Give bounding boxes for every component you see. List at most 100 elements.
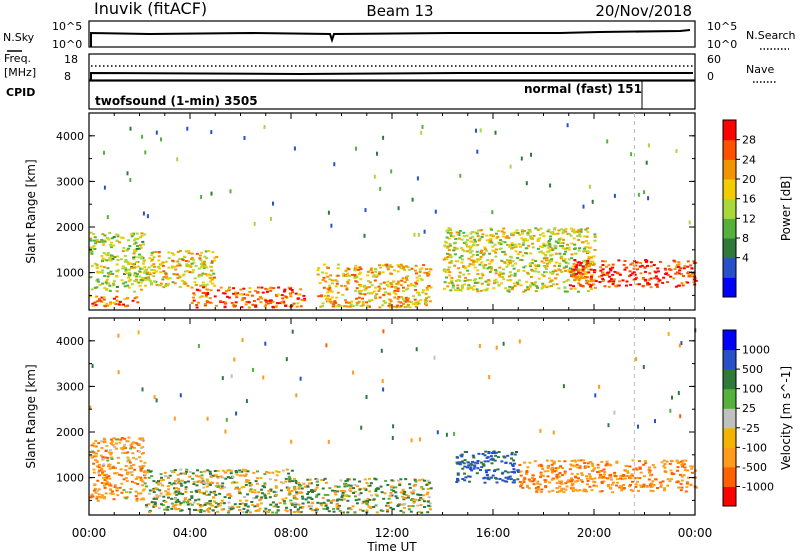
echo-pixel bbox=[103, 479, 107, 481]
echo-pixel bbox=[629, 488, 633, 491]
echo-pixel bbox=[187, 250, 191, 253]
echo-pixel bbox=[586, 281, 590, 284]
echo-pixel bbox=[593, 271, 596, 274]
echo-pixel bbox=[280, 300, 284, 303]
echo-pixel bbox=[404, 478, 408, 481]
echo-pixel bbox=[329, 501, 333, 504]
echo-pixel bbox=[418, 268, 422, 271]
sky-left-label: N.Sky bbox=[3, 31, 35, 44]
echo-pixel bbox=[406, 494, 410, 497]
echo-pixel bbox=[177, 490, 181, 493]
echo-pixel bbox=[92, 233, 96, 236]
echo-pixel bbox=[366, 497, 370, 500]
echo-pixel bbox=[564, 250, 568, 253]
echo-pixel bbox=[96, 271, 100, 274]
echo-pixel bbox=[319, 502, 323, 505]
echo-pixel bbox=[139, 236, 142, 239]
echo-pixel bbox=[231, 476, 235, 479]
echo-pixel bbox=[563, 290, 567, 293]
echo-pixel bbox=[202, 510, 206, 513]
echo-pixel bbox=[326, 494, 330, 496]
echo-pixel bbox=[136, 476, 140, 479]
echo-pixel bbox=[606, 477, 610, 480]
echo-pixel bbox=[374, 490, 378, 492]
echo-pixel bbox=[189, 264, 193, 267]
echo-pixel bbox=[344, 480, 348, 483]
echo-pixel bbox=[536, 480, 540, 483]
echo-pixel bbox=[197, 480, 201, 483]
echo-pixel bbox=[92, 239, 96, 242]
echo-pixel bbox=[289, 292, 293, 295]
echo-pixel bbox=[143, 271, 146, 274]
echo-pixel bbox=[472, 260, 476, 263]
echo-pixel bbox=[386, 504, 390, 507]
echo-pixel bbox=[246, 509, 250, 512]
echo-pixel bbox=[388, 264, 392, 267]
echo-pixel bbox=[107, 238, 111, 241]
echo-pixel bbox=[355, 303, 359, 306]
echo-pixel bbox=[230, 301, 234, 304]
echo-pixel bbox=[219, 502, 223, 504]
echo-pixel bbox=[468, 263, 472, 266]
echo-pixel bbox=[149, 281, 153, 284]
echo-pixel bbox=[594, 393, 597, 398]
echo-pixel bbox=[511, 463, 514, 466]
echo-pixel bbox=[470, 469, 474, 472]
echo-pixel bbox=[615, 460, 619, 463]
echo-pixel bbox=[181, 259, 185, 261]
echo-pixel bbox=[345, 301, 348, 304]
echo-pixel bbox=[579, 274, 583, 277]
echo-pixel bbox=[572, 271, 576, 274]
echo-pixel bbox=[167, 496, 170, 499]
echo-pixel bbox=[177, 482, 180, 484]
echo-pixel bbox=[485, 287, 489, 290]
echo-pixel bbox=[208, 297, 212, 300]
echo-pixel bbox=[483, 460, 487, 463]
echo-pixel bbox=[346, 478, 350, 481]
echo-pixel bbox=[619, 477, 622, 480]
echo-pixel bbox=[118, 486, 122, 489]
echo-pixel bbox=[410, 267, 414, 270]
echo-pixel bbox=[374, 504, 378, 507]
echo-pixel bbox=[308, 496, 312, 499]
echo-pixel bbox=[398, 482, 402, 485]
echo-pixel bbox=[170, 252, 174, 255]
echo-pixel bbox=[516, 469, 520, 472]
echo-pixel bbox=[644, 278, 648, 281]
echo-pixel bbox=[152, 491, 156, 493]
echo-pixel bbox=[530, 237, 534, 239]
echo-pixel bbox=[109, 270, 113, 273]
echo-pixel bbox=[616, 272, 620, 275]
echo-pixel bbox=[127, 286, 131, 289]
echo-pixel bbox=[353, 490, 357, 493]
echo-pixel bbox=[565, 279, 569, 282]
echo-pixel bbox=[311, 501, 315, 504]
echo-pixel bbox=[158, 284, 161, 287]
echo-pixel bbox=[684, 459, 688, 462]
echo-pixel bbox=[609, 268, 613, 270]
echo-pixel bbox=[424, 292, 428, 295]
echo-pixel bbox=[611, 491, 615, 494]
echo-pixel bbox=[133, 274, 136, 277]
echo-pixel bbox=[296, 510, 300, 513]
echo-pixel bbox=[134, 495, 138, 498]
echo-pixel bbox=[388, 292, 391, 295]
echo-pixel bbox=[607, 423, 610, 428]
echo-pixel bbox=[586, 480, 590, 482]
echo-pixel bbox=[126, 297, 130, 300]
echo-pixel bbox=[485, 474, 489, 476]
echo-pixel bbox=[393, 296, 397, 299]
echo-pixel bbox=[234, 487, 238, 490]
echo-pixel bbox=[178, 249, 182, 252]
echo-pixel bbox=[126, 171, 129, 176]
echo-pixel bbox=[398, 484, 402, 487]
echo-pixel bbox=[419, 486, 423, 489]
echo-pixel bbox=[164, 500, 168, 503]
echo-pixel bbox=[92, 489, 96, 492]
echo-pixel bbox=[103, 497, 107, 500]
echo-pixel bbox=[122, 246, 126, 249]
echo-pixel bbox=[518, 251, 522, 253]
echo-pixel bbox=[448, 271, 452, 274]
echo-pixel bbox=[561, 232, 565, 235]
echo-pixel bbox=[116, 233, 120, 236]
